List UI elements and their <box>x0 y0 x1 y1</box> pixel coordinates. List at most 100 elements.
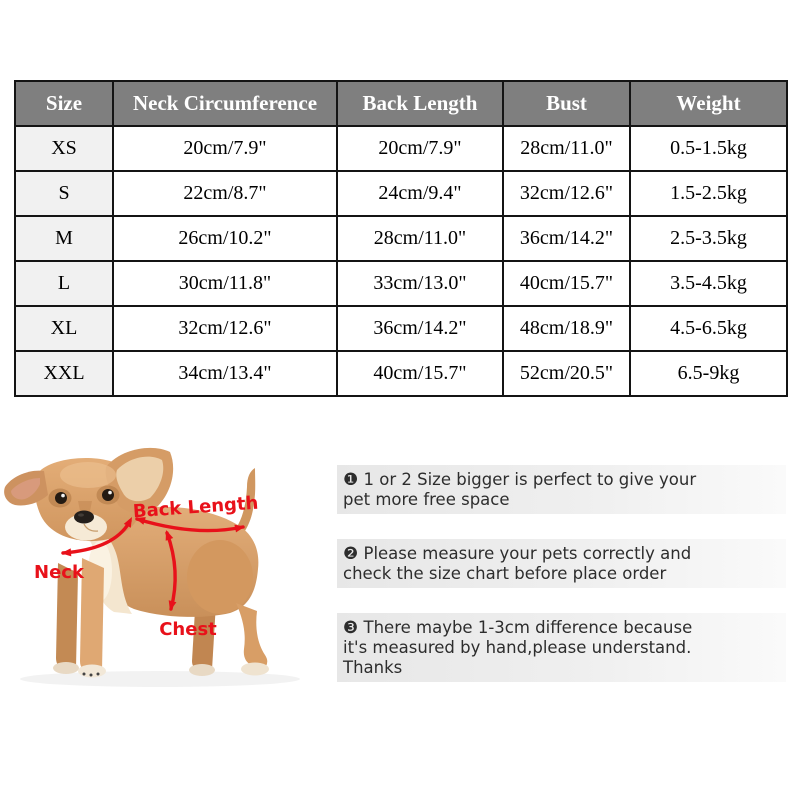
dog-left-ear-inner <box>11 478 40 500</box>
note-1: ❶ 1 or 2 Size bigger is perfect to give … <box>337 465 786 514</box>
measure-cell: 52cm/20.5" <box>502 350 631 397</box>
measure-cell: 24cm/9.4" <box>336 170 504 217</box>
measure-cell: 28cm/11.0" <box>502 125 631 172</box>
table-row: S 22cm/8.7" 24cm/9.4" 32cm/12.6" 1.5-2.5kg <box>14 170 788 217</box>
forehead-highlight <box>60 462 116 488</box>
note-line: it's measured by hand,please understand. <box>343 638 778 658</box>
arrowhead <box>61 548 72 557</box>
table-row: XS 20cm/7.9" 20cm/7.9" 28cm/11.0" 0.5-1.5kg <box>14 125 788 172</box>
measure-cell: 40cm/15.7" <box>502 260 631 307</box>
measure-cell: 0.5-1.5kg <box>629 125 788 172</box>
note-text: 1 or 2 Size bigger is perfect to give yo… <box>363 470 697 489</box>
note-text: check the size chart before place order <box>343 564 667 583</box>
size-table-body: XS 20cm/7.9" 20cm/7.9" 28cm/11.0" 0.5-1.5kg S… <box>14 125 788 397</box>
measure-cell: 30cm/11.8" <box>112 260 338 307</box>
measure-cell: 20cm/7.9" <box>112 125 338 172</box>
note-2: ❷ Please measure your pets correctly and… <box>337 539 786 588</box>
note-number-icon: ❷ <box>343 544 359 564</box>
note-line: ❶ 1 or 2 Size bigger is perfect to give … <box>343 470 778 490</box>
measure-cell: 40cm/15.7" <box>336 350 504 397</box>
annotation-arrowheads <box>61 517 245 611</box>
column-header-neck-circumference: Neck Circumference <box>112 80 338 127</box>
eye-glint <box>61 493 65 498</box>
toe-dot <box>96 672 100 676</box>
table-row: XXL 34cm/13.4" 40cm/15.7" 52cm/20.5" 6.5-9kg <box>14 350 788 397</box>
size-cell: XS <box>14 125 114 172</box>
notes-panel: ❶ 1 or 2 Size bigger is perfect to give … <box>337 465 786 707</box>
column-header-bust: Bust <box>502 80 631 127</box>
table-row: XL 32cm/12.6" 36cm/14.2" 48cm/18.9" 4.5-6.5k… <box>14 305 788 352</box>
size-cell: XXL <box>14 350 114 397</box>
dog-illustration <box>4 447 300 687</box>
dog-paw <box>53 662 79 674</box>
note-number-icon: ❸ <box>343 618 359 638</box>
table-row: L 30cm/11.8" 33cm/13.0" 40cm/15.7" 3.5-4.5kg <box>14 260 788 307</box>
note-line: check the size chart before place order <box>343 564 778 584</box>
dog-right-eye <box>102 489 114 501</box>
size-cell: S <box>14 170 114 217</box>
arrowhead <box>168 600 177 611</box>
eye-glint <box>108 490 112 495</box>
toe-dot <box>82 672 86 676</box>
note-text: There maybe 1-3cm difference because <box>363 618 693 637</box>
note-text: Please measure your pets correctly and <box>363 544 692 563</box>
measure-cell: 22cm/8.7" <box>112 170 338 217</box>
size-cell: M <box>14 215 114 262</box>
note-line: Thanks <box>343 658 778 678</box>
dog-near-rear-leg <box>236 603 268 666</box>
note-number-icon: ❶ <box>343 470 359 490</box>
measure-cell: 20cm/7.9" <box>336 125 504 172</box>
measure-cell: 1.5-2.5kg <box>629 170 788 217</box>
dog-far-front-leg <box>56 563 78 668</box>
arrowhead <box>234 524 245 533</box>
measure-cell: 26cm/10.2" <box>112 215 338 262</box>
measure-cell: 28cm/11.0" <box>336 215 504 262</box>
table-row: M 26cm/10.2" 28cm/11.0" 36cm/14.2" 2.5-3.5kg <box>14 215 788 262</box>
toe-dot <box>89 673 93 677</box>
dog-right-ear-inner <box>116 456 164 502</box>
column-header-weight: Weight <box>629 80 788 127</box>
size-cell: XL <box>14 305 114 352</box>
dog-near-front-leg <box>80 558 104 671</box>
dog-hind-thigh <box>187 540 253 614</box>
note-line: ❷ Please measure your pets correctly and <box>343 544 778 564</box>
measure-cell: 32cm/12.6" <box>112 305 338 352</box>
measure-cell: 6.5-9kg <box>629 350 788 397</box>
note-text: Thanks <box>343 658 403 677</box>
measure-cell: 4.5-6.5kg <box>629 305 788 352</box>
dog-tail <box>228 468 256 542</box>
measure-cell: 36cm/14.2" <box>336 305 504 352</box>
measure-cell: 3.5-4.5kg <box>629 260 788 307</box>
note-text: pet more free space <box>343 490 510 509</box>
size-table: Size Neck Circumference Back Length Bust Wei… <box>14 80 788 397</box>
dog-paw <box>241 662 269 676</box>
column-header-back-length: Back Length <box>336 80 504 127</box>
chest-label: Chest <box>159 619 217 640</box>
measure-cell: 32cm/12.6" <box>502 170 631 217</box>
arrowhead <box>123 517 132 528</box>
neck-arrow <box>61 519 132 555</box>
table-header-row: Size Neck Circumference Back Length Bust Wei… <box>14 80 788 127</box>
size-cell: L <box>14 260 114 307</box>
measure-cell: 48cm/18.9" <box>502 305 631 352</box>
arrowhead <box>165 530 174 541</box>
dog-left-eye <box>55 492 67 504</box>
dog-nose <box>74 510 94 524</box>
nose-highlight <box>78 513 84 517</box>
dog-mouth <box>83 523 99 532</box>
dog-measurement-diagram: Back Length Neck Chest <box>4 447 300 687</box>
neck-label: Neck <box>34 562 85 583</box>
dog-paw <box>189 664 215 676</box>
note-line: pet more free space <box>343 490 778 510</box>
arrowhead <box>135 517 146 525</box>
back-length-arrow <box>135 517 245 533</box>
note-3: ❸ There maybe 1-3cm difference because it… <box>337 613 786 682</box>
column-header-size: Size <box>14 80 114 127</box>
measure-cell: 36cm/14.2" <box>502 215 631 262</box>
note-text: it's measured by hand,please understand. <box>343 638 692 657</box>
measure-cell: 34cm/13.4" <box>112 350 338 397</box>
measure-cell: 2.5-3.5kg <box>629 215 788 262</box>
measure-cell: 33cm/13.0" <box>336 260 504 307</box>
note-line: ❸ There maybe 1-3cm difference because <box>343 618 778 638</box>
